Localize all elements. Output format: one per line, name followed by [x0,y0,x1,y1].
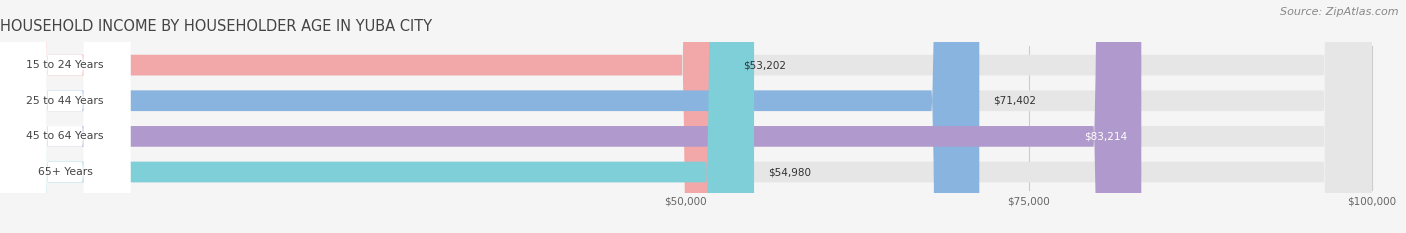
FancyBboxPatch shape [0,0,131,233]
FancyBboxPatch shape [0,0,1371,233]
FancyBboxPatch shape [0,0,754,233]
Text: $54,980: $54,980 [768,167,811,177]
FancyBboxPatch shape [0,0,980,233]
Text: $71,402: $71,402 [993,96,1036,106]
Text: $83,214: $83,214 [1084,131,1128,141]
Text: 45 to 64 Years: 45 to 64 Years [27,131,104,141]
FancyBboxPatch shape [0,0,131,233]
FancyBboxPatch shape [0,0,1371,233]
Text: 15 to 24 Years: 15 to 24 Years [27,60,104,70]
FancyBboxPatch shape [0,0,131,233]
FancyBboxPatch shape [0,0,1142,233]
Text: Source: ZipAtlas.com: Source: ZipAtlas.com [1281,7,1399,17]
FancyBboxPatch shape [0,0,730,233]
Text: $53,202: $53,202 [744,60,786,70]
Text: HOUSEHOLD INCOME BY HOUSEHOLDER AGE IN YUBA CITY: HOUSEHOLD INCOME BY HOUSEHOLDER AGE IN Y… [0,19,432,34]
FancyBboxPatch shape [0,0,1371,233]
Text: 65+ Years: 65+ Years [38,167,93,177]
FancyBboxPatch shape [0,0,131,233]
Text: 25 to 44 Years: 25 to 44 Years [27,96,104,106]
FancyBboxPatch shape [0,0,1371,233]
